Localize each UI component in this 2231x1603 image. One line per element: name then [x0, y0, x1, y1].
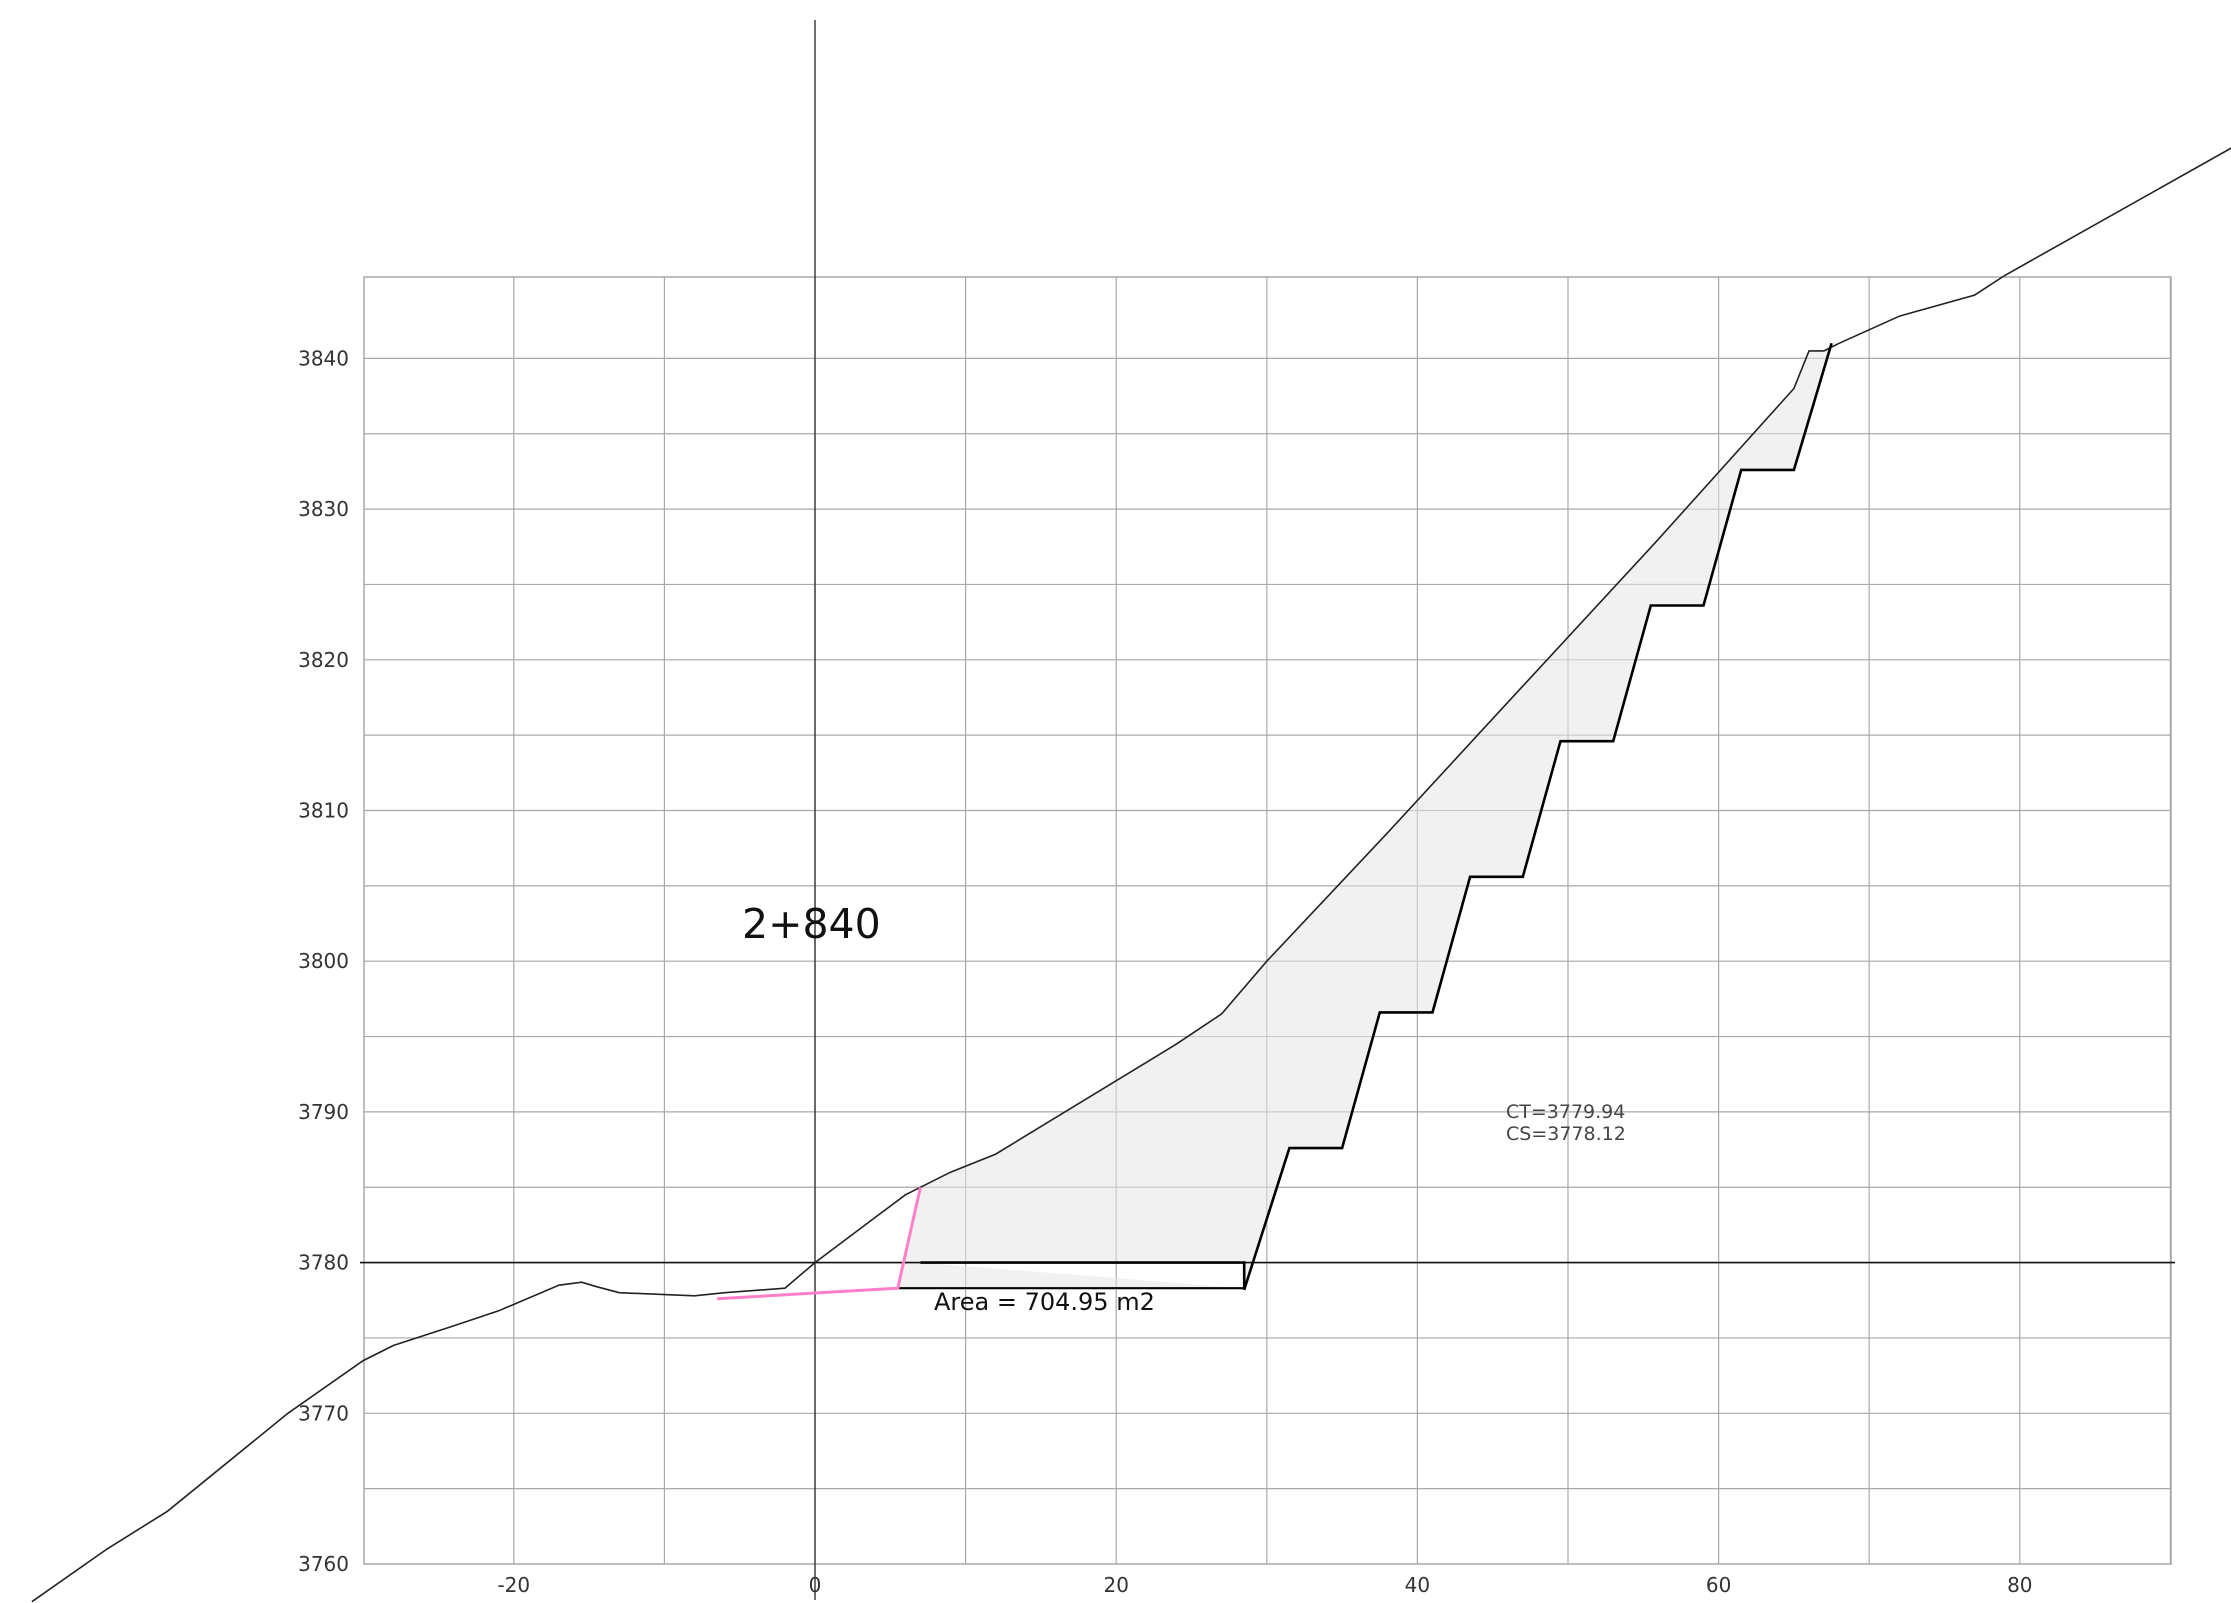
area-label: Area = 704.95 m2	[934, 1288, 1155, 1316]
terrain-profile-line	[31, 147, 2231, 1603]
y-tick-label: 3830	[298, 497, 349, 521]
grid	[363, 276, 2172, 1565]
y-tick-label: 3780	[298, 1251, 349, 1275]
y-axis-tick-labels: 3760 3770 3780 3790 3800 3810 3820 3830 3840	[298, 346, 349, 1576]
x-tick-label: 0	[809, 1573, 822, 1597]
x-tick-label: 40	[1405, 1573, 1430, 1597]
x-tick-label: -20	[497, 1573, 530, 1597]
overburden-line	[717, 1186, 922, 1301]
y-tick-label: 3800	[298, 949, 349, 973]
y-tick-label: 3820	[298, 648, 349, 672]
x-tick-label: 60	[1706, 1573, 1731, 1597]
station-label: 2+840	[742, 900, 881, 948]
x-tick-label: 80	[2007, 1573, 2032, 1597]
cs-annotation: CS=3778.12	[1506, 1123, 1626, 1145]
y-tick-label: 3840	[298, 346, 349, 370]
cut-area-fill	[897, 343, 1832, 1290]
y-tick-label: 3790	[298, 1100, 349, 1124]
y-tick-label: 3810	[298, 799, 349, 823]
x-axis-tick-labels: -20 0 20 40 60 80	[497, 1573, 2032, 1597]
ct-annotation: CT=3779.94	[1506, 1101, 1625, 1123]
y-tick-label: 3770	[298, 1401, 349, 1425]
design-section-line	[920, 342, 1833, 1291]
cut-area	[897, 343, 1832, 1290]
x-tick-label: 20	[1103, 1573, 1128, 1597]
y-tick-label: 3760	[298, 1552, 349, 1576]
grid-frame	[363, 276, 2172, 1565]
